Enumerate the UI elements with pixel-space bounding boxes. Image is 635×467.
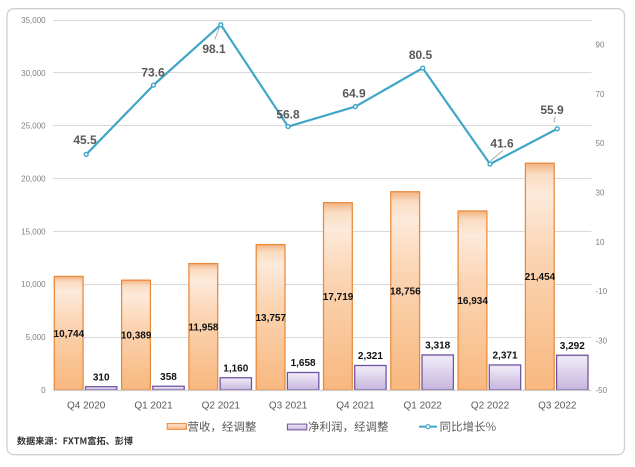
svg-text:30,000: 30,000 — [21, 69, 46, 78]
svg-text:-50: -50 — [596, 386, 608, 395]
svg-text:10,000: 10,000 — [21, 280, 46, 289]
svg-text:Q4 2021: Q4 2021 — [336, 401, 375, 412]
svg-text:10,744: 10,744 — [54, 329, 85, 340]
svg-text:Q1 2021: Q1 2021 — [134, 401, 173, 412]
svg-text:0: 0 — [41, 386, 46, 395]
svg-text:20,000: 20,000 — [21, 174, 46, 183]
svg-text:5,000: 5,000 — [26, 333, 47, 342]
svg-text:16,934: 16,934 — [457, 296, 488, 307]
svg-text:80.5: 80.5 — [409, 48, 433, 62]
svg-text:11,958: 11,958 — [188, 322, 218, 333]
svg-text:25,000: 25,000 — [21, 122, 46, 131]
svg-text:98.1: 98.1 — [202, 42, 226, 56]
svg-text:Q4 2020: Q4 2020 — [67, 401, 106, 412]
svg-text:1,160: 1,160 — [223, 363, 248, 374]
svg-text:2,321: 2,321 — [358, 351, 383, 362]
svg-text:Q2 2021: Q2 2021 — [202, 401, 241, 412]
svg-text:13,757: 13,757 — [255, 313, 286, 324]
svg-text:310: 310 — [93, 372, 110, 383]
svg-text:73.6: 73.6 — [141, 65, 165, 79]
svg-text:45.5: 45.5 — [73, 133, 97, 147]
svg-text:90: 90 — [596, 41, 605, 50]
svg-text:10,389: 10,389 — [121, 331, 152, 342]
svg-text:Q1 2022: Q1 2022 — [404, 401, 443, 412]
svg-text:2,371: 2,371 — [492, 351, 517, 362]
svg-text:64.9: 64.9 — [342, 86, 366, 100]
svg-text:-10: -10 — [596, 287, 608, 296]
svg-text:-30: -30 — [596, 337, 608, 346]
svg-text:21,454: 21,454 — [525, 272, 556, 283]
svg-text:70: 70 — [596, 90, 605, 99]
svg-text:30: 30 — [596, 189, 605, 198]
svg-text:Q3 2021: Q3 2021 — [269, 401, 308, 412]
svg-text:50: 50 — [596, 139, 605, 148]
svg-text:15,000: 15,000 — [21, 227, 46, 236]
svg-text:358: 358 — [160, 372, 177, 383]
svg-text:56.8: 56.8 — [276, 107, 300, 121]
svg-text:Q3 2022: Q3 2022 — [538, 401, 577, 412]
svg-text:3,318: 3,318 — [425, 341, 450, 352]
svg-text:18,756: 18,756 — [390, 286, 421, 297]
svg-text:3,292: 3,292 — [560, 341, 585, 352]
svg-text:Q2 2022: Q2 2022 — [471, 401, 510, 412]
svg-text:10: 10 — [596, 238, 605, 247]
svg-text:1,658: 1,658 — [291, 358, 316, 369]
svg-text:17,719: 17,719 — [323, 292, 354, 303]
svg-text:35,000: 35,000 — [21, 16, 46, 25]
svg-text:55.9: 55.9 — [540, 103, 564, 117]
svg-text:41.6: 41.6 — [490, 136, 514, 150]
